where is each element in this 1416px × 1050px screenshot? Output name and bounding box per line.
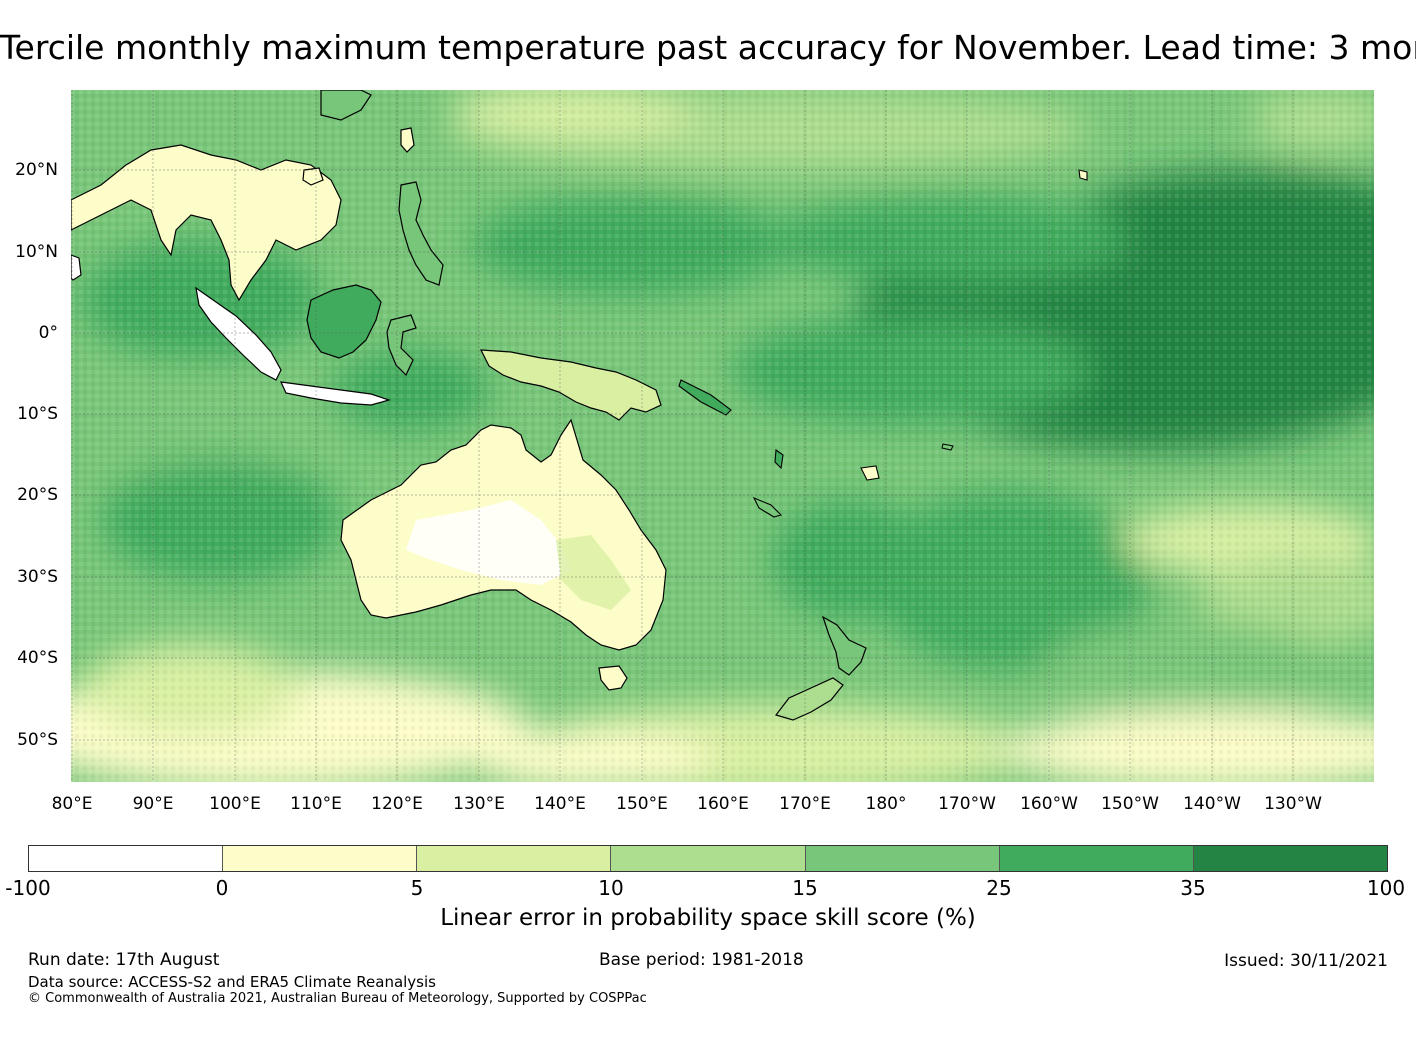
lat-label-40s: 40°S: [17, 648, 58, 668]
colorbar-tick: 100: [1366, 876, 1406, 900]
lon-label-130e: 130°E: [453, 794, 505, 814]
issued-date: Issued: 30/11/2021: [1224, 951, 1388, 971]
map-title: Tercile monthly maximum temperature past…: [0, 28, 1416, 67]
colorbar-segment: [1193, 846, 1387, 871]
base-period: Base period: 1981-2018: [599, 950, 804, 970]
tasmania-landmass: [598, 665, 628, 691]
java-landmass: [280, 381, 392, 406]
lon-label-140e: 140°E: [534, 794, 586, 814]
lon-label-130w: 130°W: [1264, 794, 1322, 814]
graticule-gridlines: [71, 90, 1374, 782]
vanuatu-islands: [774, 448, 784, 470]
sumatra-landmass: [195, 286, 282, 381]
colorbar-label: Linear error in probability space skill …: [440, 905, 976, 931]
lon-label-150w: 150°W: [1101, 794, 1159, 814]
lon-label-90e: 90°E: [132, 794, 174, 814]
sri-lanka-landmass: [71, 254, 82, 281]
lon-label-150e: 150°E: [616, 794, 668, 814]
colorbar-segment: [29, 846, 224, 871]
skill-score-map: [71, 90, 1374, 782]
taiwan-landmass: [400, 127, 415, 153]
hawaii-islands: [1078, 169, 1088, 181]
new-zealand-north-island: [821, 615, 867, 676]
lon-label-170e: 170°E: [779, 794, 831, 814]
lat-label-50s: 50°S: [17, 730, 58, 750]
borneo-landmass: [306, 284, 382, 359]
new-caledonia: [752, 496, 783, 518]
sulawesi-landmass: [386, 314, 417, 377]
colorbar-tick: -100: [5, 876, 51, 900]
colorbar-segment: [223, 846, 418, 871]
lon-label-160e: 160°E: [697, 794, 749, 814]
colorbar-tick: 0: [215, 876, 229, 900]
lon-label-160w: 160°W: [1020, 794, 1078, 814]
lat-label-10s: 10°S: [17, 404, 58, 424]
run-date: Run date: 17th August: [28, 950, 220, 970]
lat-label-20s: 20°S: [17, 485, 58, 505]
australia-east-region: [556, 535, 631, 610]
new-guinea-landmass: [479, 349, 662, 421]
colorbar-segment: [417, 846, 612, 871]
data-source: Data source: ACCESS-S2 and ERA5 Climate …: [28, 973, 436, 991]
samoa-islands: [941, 443, 954, 451]
map-canvas: [71, 90, 1374, 782]
lon-label-140w: 140°W: [1183, 794, 1241, 814]
colorbar-tick: 35: [1180, 876, 1206, 900]
fiji-islands: [860, 465, 880, 481]
southeast-asia-mainland: [71, 144, 342, 302]
lon-label-100e: 100°E: [209, 794, 261, 814]
hainan-landmass: [302, 167, 324, 186]
lat-label-20n: 20°N: [15, 160, 58, 180]
new-zealand-south-island: [774, 677, 844, 721]
colorbar-tick: 5: [410, 876, 424, 900]
colorbar-segment: [611, 846, 806, 871]
lon-label-180: 180°: [865, 794, 907, 814]
colorbar-tick: 10: [598, 876, 624, 900]
colorbar-tick: 25: [986, 876, 1012, 900]
colorbar-segment: [805, 846, 1000, 871]
lon-label-120e: 120°E: [371, 794, 423, 814]
colorbar-segment: [999, 846, 1194, 871]
solomon-islands: [678, 379, 732, 416]
china-coast: [320, 90, 372, 121]
lon-label-170w: 170°W: [938, 794, 996, 814]
lat-label-30s: 30°S: [17, 567, 58, 587]
lat-label-0: 0°: [38, 323, 58, 343]
copyright: © Commonwealth of Australia 2021, Austra…: [28, 991, 647, 1006]
lon-label-110e: 110°E: [290, 794, 342, 814]
australia-interior-low-skill: [406, 500, 571, 585]
lat-label-10n: 10°N: [15, 242, 58, 262]
philippines-landmass: [398, 181, 444, 286]
colorbar: [28, 845, 1388, 872]
lon-label-80e: 80°E: [51, 794, 93, 814]
colorbar-tick: 15: [792, 876, 818, 900]
